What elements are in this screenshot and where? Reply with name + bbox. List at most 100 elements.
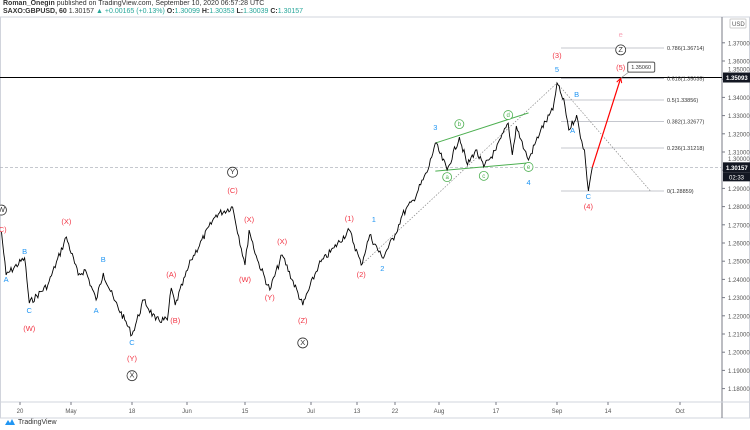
y-tick-label: 1.22000 — [728, 314, 750, 320]
y-tick-label: 1.20000 — [728, 351, 750, 357]
low-value: 1.30039 — [243, 8, 269, 15]
wave-label: (A) — [166, 270, 177, 279]
wave-label: e — [619, 30, 623, 39]
wave-label: A — [4, 275, 9, 284]
wave-label: 4 — [526, 178, 530, 187]
wave-label-circle — [523, 162, 534, 172]
projection-arrow — [591, 77, 622, 168]
price-label: 1.30157 — [726, 166, 748, 172]
wave-label: (3) — [552, 51, 562, 60]
wave-label: (1) — [345, 214, 355, 223]
x-tick-label: Jun — [182, 409, 192, 415]
x-tick-label: 20 — [17, 409, 24, 415]
wave-label-circle — [478, 170, 489, 181]
wave-label: X — [129, 371, 134, 380]
x-tick-label: 17 — [493, 409, 500, 415]
last-price: 1.30157 — [68, 8, 95, 15]
wave-label-circle — [454, 119, 465, 130]
wave-label: B — [101, 255, 106, 264]
wave-label: 5 — [555, 65, 559, 74]
publish-info: Roman_Onegin published on TradingView.co… — [3, 0, 264, 8]
wave-label: X — [300, 338, 305, 347]
y-tick-label: 1.19000 — [728, 369, 750, 375]
currency-label: USD — [732, 22, 745, 28]
x-tick-label: Sep — [552, 409, 563, 415]
wave-label: Y — [230, 167, 235, 176]
symbol-legend: SAXO:GBPUSD, 60 1.30157 ▲ +0.00165 (+0.1… — [3, 8, 303, 16]
wave-label: (Z) — [298, 316, 308, 325]
price-label: 1.35093 — [726, 76, 748, 82]
wave-label: d — [507, 113, 510, 119]
y-tick-label: 1.33000 — [728, 114, 750, 120]
y-tick-label: 1.21000 — [728, 333, 750, 339]
fib-level-label: 0.5(1.33856) — [667, 98, 698, 104]
wave-label: W — [0, 205, 6, 214]
wave-label: (X) — [277, 237, 288, 246]
wave-label: (Y) — [127, 354, 138, 363]
y-tick-label: 1.34000 — [728, 96, 750, 102]
fib-level-label: 0.236(1.31218) — [667, 146, 704, 152]
wave-label: (X) — [244, 215, 255, 224]
y-tick-label: 1.18000 — [728, 387, 750, 393]
wave-label: c — [482, 174, 485, 180]
fib-level-label: 0(1.28859) — [667, 189, 694, 195]
bar-countdown: 02:33 — [729, 175, 745, 181]
callout-box — [627, 61, 656, 73]
wave-label-circle — [0, 204, 7, 216]
wave-label-circle — [615, 44, 627, 56]
price-line — [1, 81, 593, 337]
wave-label: (W) — [239, 275, 252, 284]
price-change: +0.00165 (+0.13%) — [104, 8, 165, 15]
wave-label: (W) — [23, 324, 36, 333]
up-arrow-icon: ▲ — [96, 8, 103, 15]
y-tick-label: 1.36000 — [728, 60, 750, 66]
y-tick-label: 1.29000 — [728, 187, 750, 193]
x-tick-label: 14 — [605, 409, 612, 415]
y-tick-label: 1.32000 — [728, 132, 750, 138]
y-tick-label: 1.37000 — [728, 41, 750, 47]
wave-label: 1 — [372, 215, 376, 224]
symbol-name[interactable]: SAXO:GBPUSD, 60 — [3, 8, 67, 15]
x-tick-label: Jul — [307, 409, 315, 415]
wave-label: C — [586, 192, 592, 201]
y-tick-label: 1.31000 — [728, 151, 750, 157]
x-tick-label: 15 — [242, 409, 249, 415]
x-tick-label: 18 — [129, 409, 136, 415]
high-value: 1.30353 — [209, 8, 235, 15]
x-tick-label: 13 — [354, 409, 361, 415]
y-tick-label: 1.23000 — [728, 296, 750, 302]
wave-label: A — [570, 126, 575, 135]
wave-label-circle — [503, 110, 514, 120]
close-value: 1.30157 — [277, 8, 304, 15]
wave-label: b — [458, 122, 462, 128]
dotted-trend-line — [556, 82, 651, 192]
tradingview-logo[interactable]: TradingView — [4, 418, 57, 426]
author-name[interactable]: Roman_Onegin — [3, 0, 55, 7]
high-label: H: — [201, 8, 210, 15]
wave-label: C — [129, 338, 135, 347]
fib-level-label: 0.382(1.32677) — [667, 119, 704, 125]
wave-label-circle — [227, 166, 238, 178]
countdown-box — [723, 172, 750, 182]
wave-label: (4) — [584, 202, 594, 211]
x-tick-label: Aug — [434, 409, 445, 415]
wave-label: Z — [618, 45, 623, 54]
published-text: published on TradingView.com, September … — [56, 0, 265, 7]
x-tick-label: Oct — [675, 409, 685, 415]
price-label-box — [723, 162, 750, 173]
wave-label: a — [445, 175, 449, 181]
y-tick-label: 1.28000 — [728, 205, 750, 211]
wave-label: (5) — [616, 63, 626, 72]
cloud-logo-icon — [5, 419, 15, 425]
wave-label: B — [574, 90, 579, 99]
low-label: L: — [236, 8, 244, 15]
price-label-box — [723, 72, 750, 83]
wave-label: 2 — [380, 264, 384, 273]
y-tick-label: 1.35000 — [728, 67, 750, 73]
y-tick-label: 1.30000 — [728, 157, 750, 163]
open-label: O: — [166, 8, 175, 15]
wave-label: e — [527, 165, 531, 171]
brand-name: TradingView — [18, 418, 57, 426]
wave-label: (Y) — [265, 293, 276, 302]
